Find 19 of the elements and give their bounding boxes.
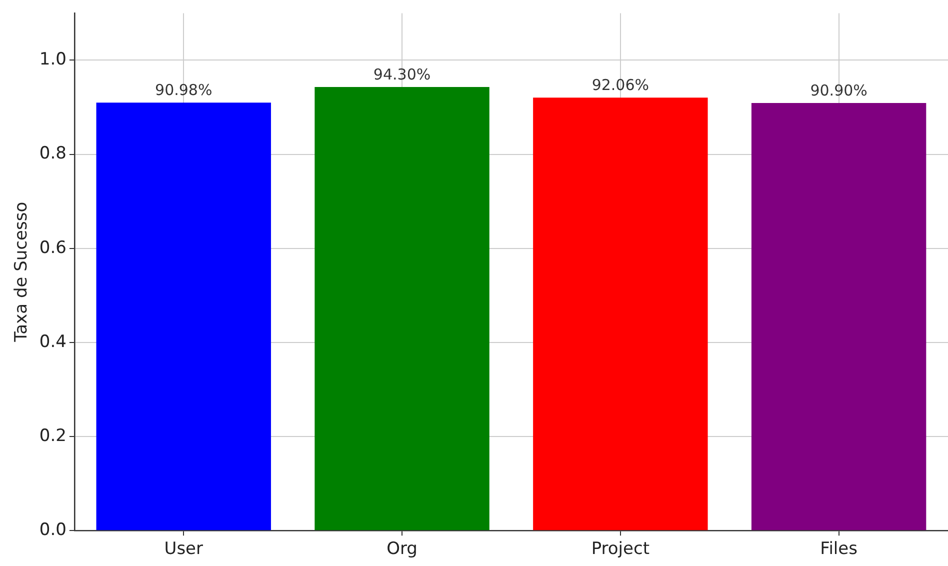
y-tick-label: 0.4 [39,332,66,352]
x-tick-label: Project [591,539,650,560]
y-tick-label: 0.6 [39,238,66,258]
data-label: 92.06% [592,76,650,94]
y-tick-label: 1.0 [39,50,66,70]
bar [751,103,926,530]
data-label: 94.30% [373,65,431,84]
x-tick-label: User [164,539,204,560]
bar [314,87,490,530]
data-label: 90.98% [155,81,212,100]
bar [533,98,708,530]
y-tick-label: 0.8 [39,144,66,164]
data-label: 90.90% [810,81,868,100]
x-tick-label: Org [386,539,418,560]
bar [96,102,271,530]
x-tick-label: Files [820,539,858,560]
y-tick-label: 0.2 [39,426,66,446]
y-axis-title: Taxa de Sucesso [12,202,32,343]
y-tick-label: 0.0 [39,520,66,540]
